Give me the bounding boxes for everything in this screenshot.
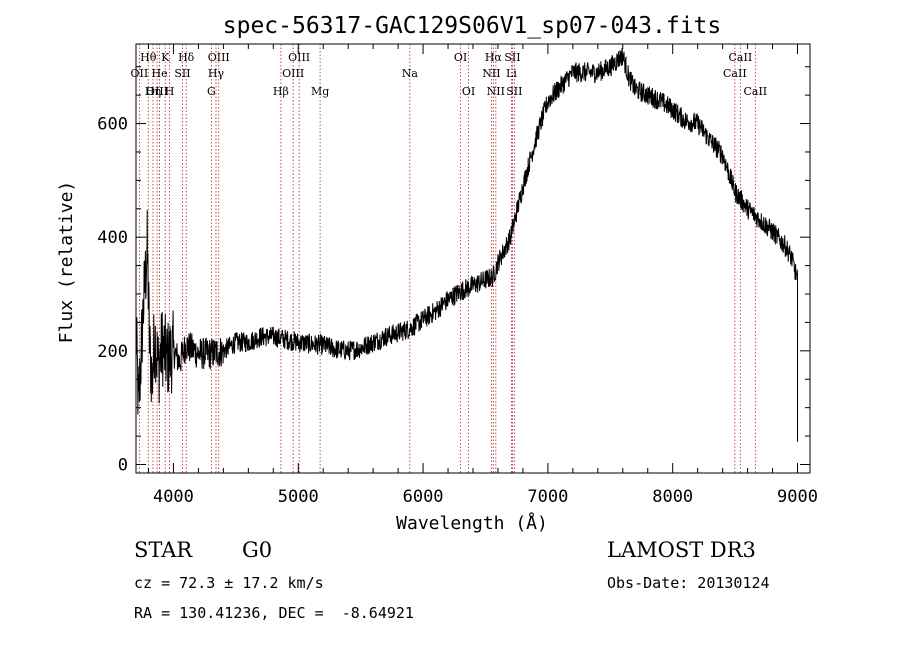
emission-line-markers [138,44,756,473]
x-axis-label: Wavelength (Å) [396,512,548,534]
object-class: STAR [134,538,193,562]
coordinates: RA = 130.41236, DEC = -8.64921 [134,604,414,622]
line-label: Hβ [273,85,289,98]
line-label: OIII [146,85,168,98]
line-label: K [161,51,170,64]
line-label: Hη [145,85,161,98]
redshift-cz: cz = 72.3 ± 17.2 km/s [134,574,324,592]
line-label: SII [506,85,522,98]
y-axis-label: Flux (relative) [56,181,77,344]
plot-frame [135,43,811,474]
line-label: H [165,85,175,98]
line-label: OI [454,51,467,64]
chart-title: spec-56317-GAC129S06V1_sp07-043.fits [223,13,722,39]
line-label: CaII [743,85,767,98]
line-label: NII [482,67,500,80]
axes: 4000 5000 6000 7000 8000 9000 0 200 400 600 [97,44,818,507]
line-label: Na [402,67,419,80]
survey-name: LAMOST DR3 [607,538,756,562]
y-tick-label: 400 [97,228,128,248]
line-label: OI [462,85,475,98]
line-label: G [207,85,216,98]
line-label: Hθ [140,51,157,64]
line-label: Hγ [208,67,225,80]
line-label: He [152,67,168,80]
observation-date: Obs-Date: 20130124 [607,574,770,592]
line-label: CaII [723,67,747,80]
line-label: Li [506,67,517,80]
line-label: NII [487,85,505,98]
spectrum-line [135,47,798,442]
x-tick-label: 8000 [652,487,693,507]
emission-line-labels: OII Hθ OIII He K Hη H SII Hδ G Hγ OIII Hβ OIII OIII Mg N… [131,51,768,98]
line-label: OII [131,67,149,80]
line-label: SII [504,51,520,64]
line-label: OIII [282,67,304,80]
line-label: SII [174,67,190,80]
x-tick-label: 9000 [777,487,818,507]
line-label: OIII [208,51,230,64]
y-tick-label: 200 [97,342,128,362]
x-tick-label: 7000 [527,487,568,507]
line-label: Hα [485,51,503,64]
y-tick-label: 0 [118,455,128,475]
line-label: OIII [288,51,310,64]
line-label: Hδ [178,51,195,64]
x-tick-label: 4000 [153,487,194,507]
line-label: Mg [311,85,329,98]
x-tick-label: 5000 [278,487,319,507]
x-tick-label: 6000 [403,487,444,507]
object-subclass: G0 [242,538,273,562]
y-tick-label: 600 [97,115,128,135]
line-label: CaII [729,51,753,64]
